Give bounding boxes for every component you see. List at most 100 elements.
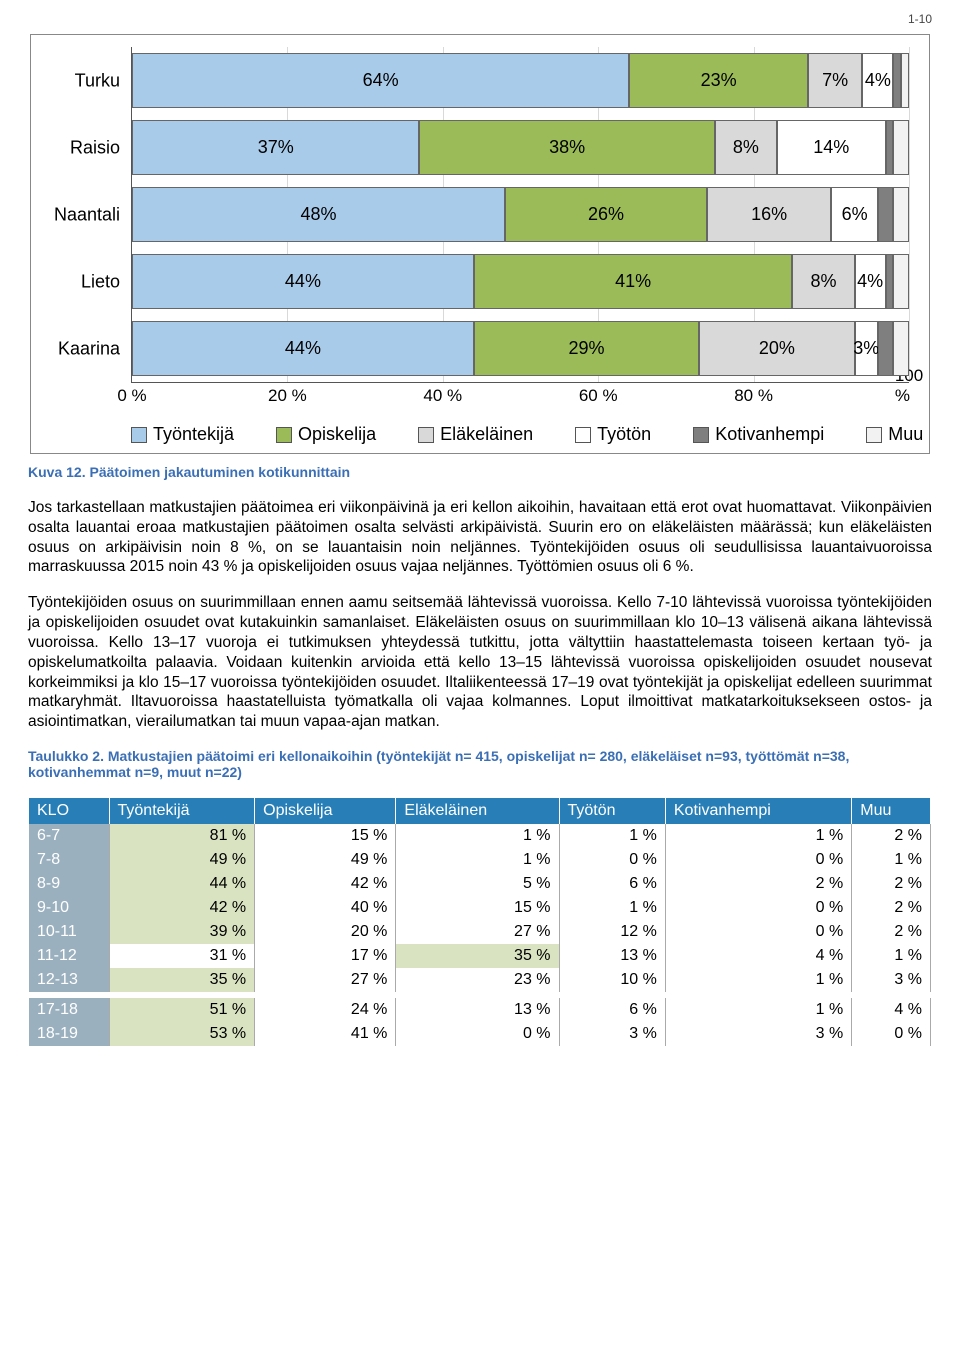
cell: 1 % — [559, 824, 665, 848]
plot-area: 0 %20 %40 %60 %80 %100 %Turku64%23%7%4%R… — [131, 47, 909, 383]
legend-item: Työtön — [575, 424, 651, 445]
cell: 3 % — [852, 968, 931, 992]
cell: 0 % — [665, 848, 851, 872]
grid-line — [909, 47, 910, 382]
bar-segment — [886, 254, 894, 309]
bar-segment — [886, 120, 894, 175]
bar-segment: 29% — [474, 321, 699, 376]
x-tick: 80 % — [734, 386, 773, 406]
cell-klo: 18-19 — [29, 1022, 109, 1046]
cell: 12 % — [559, 920, 665, 944]
bar-segment: 8% — [792, 254, 854, 309]
cell: 0 % — [665, 896, 851, 920]
legend-swatch — [276, 427, 292, 443]
legend-label: Opiskelija — [298, 424, 376, 445]
cell: 24 % — [255, 998, 396, 1022]
cell: 1 % — [665, 824, 851, 848]
table-row: 17-1851 %24 %13 %6 %1 %4 % — [29, 998, 931, 1022]
bar-segment — [893, 321, 909, 376]
cell: 81 % — [109, 824, 255, 848]
table-row: 9-1042 %40 %15 %1 %0 %2 % — [29, 896, 931, 920]
cell-klo: 8-9 — [29, 872, 109, 896]
cell: 1 % — [396, 824, 559, 848]
table-row: 7-849 %49 %1 %0 %0 %1 % — [29, 848, 931, 872]
cell-klo: 17-18 — [29, 998, 109, 1022]
cell: 42 % — [255, 872, 396, 896]
cell: 10 % — [559, 968, 665, 992]
cell-klo: 7-8 — [29, 848, 109, 872]
cell: 1 % — [852, 944, 931, 968]
cell: 41 % — [255, 1022, 396, 1046]
cell: 15 % — [396, 896, 559, 920]
table-row: 11-1231 %17 %35 %13 %4 %1 % — [29, 944, 931, 968]
x-tick: 60 % — [579, 386, 618, 406]
chart-caption: Kuva 12. Päätoimen jakautuminen kotikunn… — [28, 464, 932, 480]
cell: 40 % — [255, 896, 396, 920]
cell: 35 % — [109, 968, 255, 992]
cell: 1 % — [559, 896, 665, 920]
legend-item: Muu — [866, 424, 923, 445]
bar-row: Lieto44%41%8%4% — [132, 248, 909, 315]
x-tick: 20 % — [268, 386, 307, 406]
table-row: 8-944 %42 %5 %6 %2 %2 % — [29, 872, 931, 896]
bar-segment: 41% — [474, 254, 793, 309]
cell: 27 % — [396, 920, 559, 944]
cell-klo: 9-10 — [29, 896, 109, 920]
page-number: 1-10 — [28, 12, 932, 26]
cell: 17 % — [255, 944, 396, 968]
bar-segment: 64% — [132, 53, 629, 108]
col-header: Kotivanhempi — [665, 798, 851, 824]
cell: 23 % — [396, 968, 559, 992]
legend-label: Kotivanhempi — [715, 424, 824, 445]
bar-segment: 16% — [707, 187, 831, 242]
cell: 51 % — [109, 998, 255, 1022]
cell-klo: 11-12 — [29, 944, 109, 968]
col-header: KLO — [29, 798, 109, 824]
bar-segment: 7% — [808, 53, 862, 108]
paragraph-1: Jos tarkastellaan matkustajien päätoimea… — [28, 498, 932, 577]
cell: 2 % — [665, 872, 851, 896]
bar-segment: 6% — [831, 187, 878, 242]
bar-row: Raisio37%38%8%14% — [132, 114, 909, 181]
bar-segment — [901, 53, 909, 108]
legend-label: Muu — [888, 424, 923, 445]
y-label: Lieto — [32, 271, 126, 292]
cell: 20 % — [255, 920, 396, 944]
legend-item: Kotivanhempi — [693, 424, 824, 445]
legend-swatch — [866, 427, 882, 443]
cell: 13 % — [396, 998, 559, 1022]
bar-segment: 4% — [862, 53, 893, 108]
cell: 31 % — [109, 944, 255, 968]
bar-segment — [893, 53, 901, 108]
bar-segment: 48% — [132, 187, 505, 242]
table-row: 12-1335 %27 %23 %10 %1 %3 % — [29, 968, 931, 992]
cell: 4 % — [665, 944, 851, 968]
cell: 2 % — [852, 872, 931, 896]
cell: 44 % — [109, 872, 255, 896]
cell: 1 % — [665, 998, 851, 1022]
bar-segment: 4% — [855, 254, 886, 309]
bar-segment: 44% — [132, 254, 474, 309]
cell: 1 % — [852, 848, 931, 872]
legend-swatch — [418, 427, 434, 443]
legend-item: Eläkeläinen — [418, 424, 533, 445]
cell: 2 % — [852, 896, 931, 920]
cell: 49 % — [255, 848, 396, 872]
x-tick: 0 % — [117, 386, 146, 406]
table-caption: Taulukko 2. Matkustajien päätoimi eri ke… — [28, 748, 932, 780]
legend-item: Opiskelija — [276, 424, 376, 445]
col-header: Opiskelija — [255, 798, 396, 824]
paragraph-2: Työntekijöiden osuus on suurimmillaan en… — [28, 593, 932, 732]
cell: 39 % — [109, 920, 255, 944]
bar-segment: 23% — [629, 53, 808, 108]
bar-segment: 3% — [855, 321, 878, 376]
bar-row: Turku64%23%7%4% — [132, 47, 909, 114]
col-header: Työntekijä — [109, 798, 255, 824]
cell: 27 % — [255, 968, 396, 992]
cell-klo: 10-11 — [29, 920, 109, 944]
bar-segment: 26% — [505, 187, 707, 242]
legend-swatch — [693, 427, 709, 443]
cell: 4 % — [852, 998, 931, 1022]
col-header: Työtön — [559, 798, 665, 824]
col-header: Muu — [852, 798, 931, 824]
